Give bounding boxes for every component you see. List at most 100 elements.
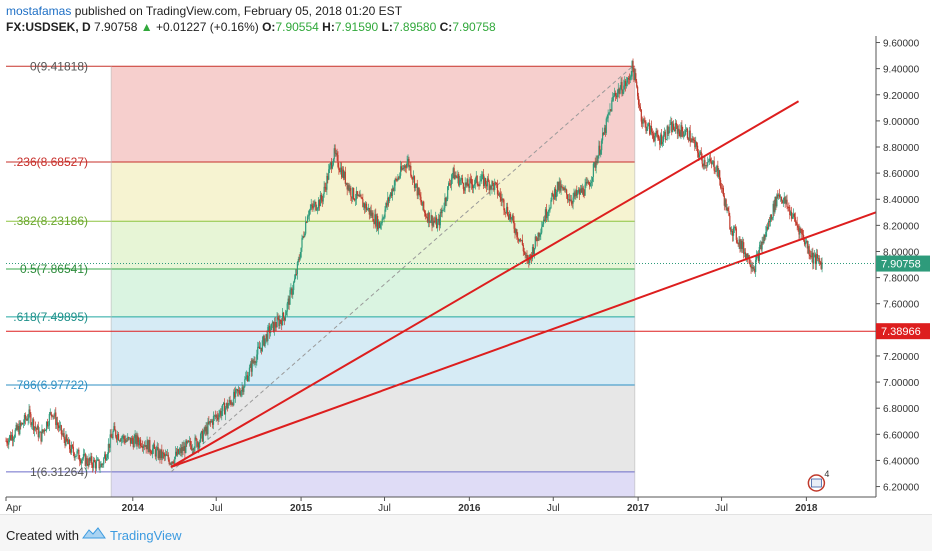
candle-body	[136, 435, 138, 445]
candle-body	[226, 403, 228, 409]
candle-body	[640, 109, 642, 122]
candle-body	[322, 194, 324, 202]
symbol-label[interactable]: FX:USDSEK, D	[6, 20, 91, 34]
candle-body	[169, 463, 171, 465]
candle-body	[475, 175, 477, 179]
candle-body	[180, 448, 182, 454]
candle-body	[275, 326, 277, 328]
candle-body	[281, 321, 283, 326]
candle-body	[358, 195, 360, 197]
candle-body	[98, 459, 100, 469]
trendline-1[interactable]	[170, 100, 800, 468]
candle-body	[707, 161, 709, 166]
candle-body	[225, 403, 227, 408]
candle-body	[782, 199, 784, 204]
candle-body	[21, 423, 24, 425]
candle-body	[9, 435, 11, 440]
candle-body	[154, 448, 156, 457]
candle-body	[233, 391, 235, 406]
candle-body	[33, 419, 35, 431]
candle-body	[656, 131, 658, 134]
candle-body	[342, 169, 345, 179]
candle-body	[525, 255, 527, 256]
candle-body	[567, 199, 570, 200]
candle-body	[159, 450, 161, 459]
candle-body	[325, 187, 327, 190]
candle-body	[700, 151, 702, 157]
candle-body	[546, 216, 548, 219]
candle-body	[753, 268, 755, 270]
candle-body	[568, 199, 571, 201]
candle-body	[534, 236, 536, 248]
candle-body	[531, 247, 534, 259]
candle-body	[217, 417, 219, 420]
candle-body	[392, 188, 394, 191]
candle-body	[440, 212, 442, 214]
candle-body	[367, 208, 369, 210]
candle-body	[448, 183, 451, 185]
candle-body	[526, 255, 528, 260]
candle-body	[553, 194, 555, 200]
candle-body	[397, 177, 399, 181]
author-link[interactable]: mostafamas	[6, 4, 72, 18]
candle-body	[791, 216, 794, 219]
price-tick-label: 9.00000	[883, 117, 920, 128]
candle-body	[581, 187, 583, 193]
candle-body	[742, 242, 744, 250]
candle-body	[565, 189, 567, 191]
candle-body	[253, 361, 255, 363]
candle-body	[266, 334, 268, 341]
last-price: 7.90758	[94, 20, 138, 34]
candle-body	[319, 194, 322, 207]
candle-body	[512, 215, 514, 222]
candle-body	[434, 221, 436, 223]
candle-body	[357, 195, 359, 196]
candle-body	[566, 189, 568, 195]
time-tick-label: 2014	[122, 503, 145, 514]
candle-body	[90, 456, 92, 461]
candle-body	[192, 448, 194, 451]
price-axis-badge	[876, 255, 930, 272]
price-axis-badge-label: 7.38966	[881, 326, 921, 338]
tradingview-brand[interactable]: TradingView	[110, 528, 182, 543]
candle-body	[393, 185, 395, 191]
candle-body	[115, 430, 117, 437]
candle-body	[276, 317, 278, 328]
candle-body	[523, 251, 525, 253]
candle-body	[676, 125, 678, 134]
candle-body	[97, 459, 99, 461]
candle-body	[544, 209, 547, 221]
candle-body	[23, 414, 26, 424]
candle-body	[710, 161, 713, 165]
candle-body	[479, 181, 481, 186]
candle-body	[496, 184, 499, 195]
candle-body	[163, 452, 165, 455]
candle-body	[232, 403, 234, 406]
candle-body	[653, 138, 655, 141]
candle-body	[655, 131, 657, 136]
candle-body	[763, 234, 765, 244]
candle-body	[140, 446, 143, 447]
candle-body	[578, 189, 580, 193]
candle-body	[211, 420, 214, 425]
candle-body	[639, 106, 642, 110]
candle-body	[429, 221, 431, 223]
candle-body	[328, 169, 330, 180]
candle-body	[102, 464, 104, 466]
candle-body	[69, 449, 72, 453]
candle-body	[535, 236, 537, 241]
trendline-2[interactable]	[170, 211, 877, 468]
candle-body	[398, 177, 400, 179]
candle-body	[26, 418, 28, 421]
candle-body	[99, 467, 101, 469]
price-chart[interactable]: 0(9.41818) .236(8.68527) .382(8.23186) 0.5(…	[0, 0, 932, 514]
candle-body	[25, 418, 27, 420]
candle-body	[270, 323, 273, 330]
candle-body	[263, 335, 265, 346]
candle-body	[100, 464, 102, 468]
change-arrow-icon: ▲	[140, 20, 153, 34]
candle-body	[290, 288, 292, 291]
candle-body	[450, 178, 452, 185]
candle-body	[345, 182, 347, 184]
candle-body	[269, 326, 271, 334]
